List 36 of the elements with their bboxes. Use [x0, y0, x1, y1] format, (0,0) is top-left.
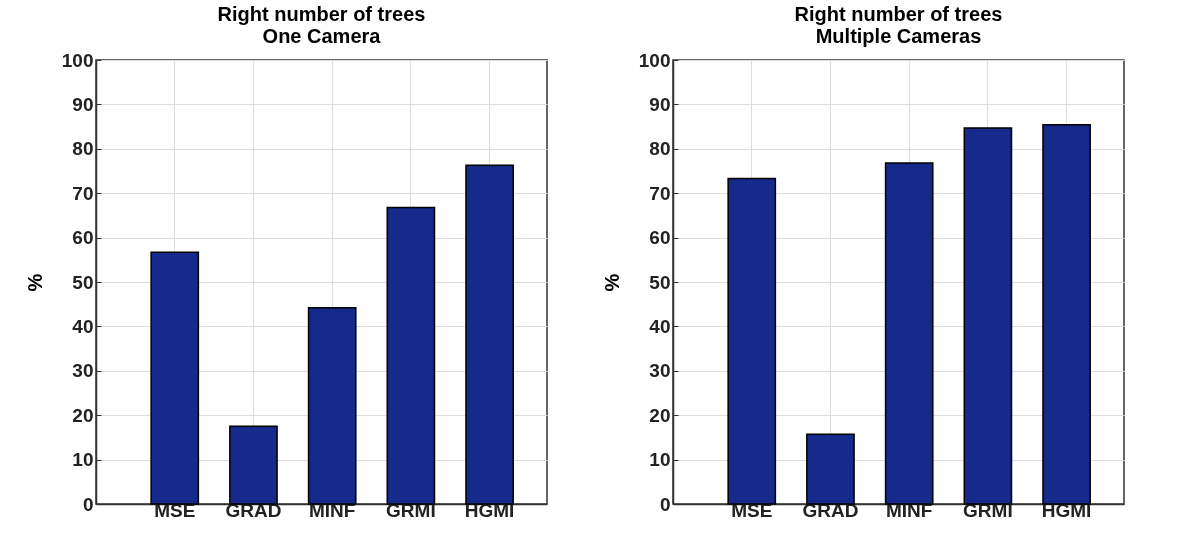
bar [307, 307, 357, 505]
y-tick-label: 20 [72, 404, 94, 426]
y-tick-label: 100 [638, 49, 671, 71]
y-tick-label: 30 [649, 360, 671, 382]
y-tick-label: 40 [649, 315, 671, 337]
y-tick-label: 40 [72, 315, 94, 337]
bar [727, 177, 777, 505]
bar [229, 425, 278, 505]
y-tick-label: 70 [649, 182, 671, 204]
y-tick-label: 20 [649, 404, 671, 426]
y-tick-label: 80 [649, 138, 671, 160]
bar [386, 206, 436, 505]
y-tick-label: 80 [72, 138, 94, 160]
bar [806, 433, 855, 505]
y-tick-label: 90 [72, 93, 94, 115]
y-axis-title: % [600, 273, 623, 292]
chart-title: Right number of trees One Camera [217, 3, 426, 47]
y-tick-label: 50 [72, 271, 94, 293]
y-tick-label: 10 [649, 449, 671, 471]
bar [150, 251, 200, 505]
y-tick-label: 10 [72, 449, 94, 471]
y-tick-label: 0 [659, 493, 671, 515]
chart-title: Right number of trees Multiple Cameras [794, 3, 1003, 47]
bar [1042, 124, 1091, 505]
y-tick-label: 50 [649, 271, 671, 293]
y-tick-label: 100 [61, 49, 94, 71]
bar [963, 127, 1013, 505]
y-tick-label: 60 [649, 227, 671, 249]
y-tick-label: 30 [72, 360, 94, 382]
y-tick-label: 60 [72, 227, 94, 249]
bar [884, 162, 934, 505]
y-tick-label: 0 [82, 493, 94, 515]
y-axis-title: % [23, 273, 46, 292]
bar [465, 164, 514, 505]
y-tick-label: 70 [72, 182, 94, 204]
y-tick-label: 90 [649, 93, 671, 115]
